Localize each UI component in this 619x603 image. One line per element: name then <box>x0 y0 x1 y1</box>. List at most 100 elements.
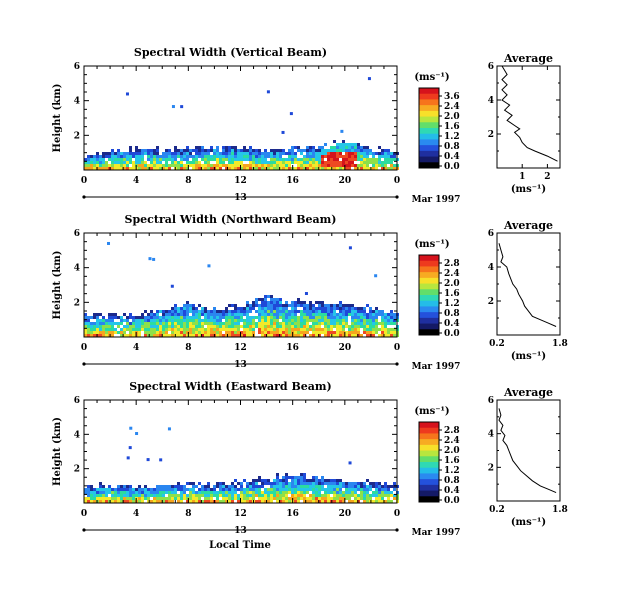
heatmap-cell <box>366 167 369 170</box>
heatmap-cell <box>135 316 138 319</box>
heatmap-cell <box>186 497 189 500</box>
heatmap-cell <box>273 313 276 316</box>
heatmap-cell <box>261 328 264 331</box>
colorbar-tick-label: 1.2 <box>444 299 460 309</box>
heatmap-cell <box>240 491 243 494</box>
heatmap-cell <box>273 301 276 304</box>
heatmap-cell <box>84 328 87 331</box>
heatmap-cell <box>354 491 357 494</box>
heatmap-cell <box>336 155 339 158</box>
heatmap-cell <box>354 334 357 337</box>
heatmap-cell <box>207 485 210 488</box>
heatmap-cell <box>393 152 396 155</box>
heatmap-cell <box>90 500 93 503</box>
heatmap-cell <box>354 158 357 161</box>
heatmap-cell <box>170 284 174 288</box>
heatmap-cell <box>243 158 246 161</box>
heatmap-cell <box>351 482 354 485</box>
heatmap-cell <box>297 301 300 304</box>
heatmap-cell <box>294 155 297 158</box>
heatmap-cell <box>201 500 204 503</box>
heatmap-cell <box>138 494 141 497</box>
heatmap-cell <box>342 334 345 337</box>
heatmap-cell <box>192 328 195 331</box>
heatmap-cell <box>378 328 381 331</box>
heatmap-cell <box>144 319 147 322</box>
heatmap-cell <box>189 334 192 337</box>
heatmap-cell <box>321 494 324 497</box>
heatmap-cell <box>183 149 186 152</box>
x-tick-label: 0 <box>394 343 400 353</box>
heatmap-cell <box>252 491 255 494</box>
heatmap-cell <box>180 325 183 328</box>
heatmap-cell <box>348 158 351 161</box>
heatmap-cell <box>162 158 165 161</box>
heatmap-cell <box>231 500 234 503</box>
heatmap-cell <box>315 497 318 500</box>
heatmap-cell <box>363 149 366 152</box>
heatmap-cell <box>342 140 345 143</box>
heatmap-cell <box>174 313 177 316</box>
heatmap-cell <box>126 322 129 325</box>
heatmap-cell <box>342 482 345 485</box>
heatmap-cell <box>147 325 150 328</box>
heatmap-cell <box>108 322 111 325</box>
heatmap-cell <box>195 310 198 313</box>
heatmap-cell <box>375 316 378 319</box>
heatmap-cell <box>225 149 228 152</box>
heatmap-cell <box>291 304 294 307</box>
heatmap-cell <box>234 158 237 161</box>
panel-title: Spectral Width (Northward Beam) <box>125 213 337 226</box>
heatmap-cell <box>351 328 354 331</box>
heatmap-cell <box>192 149 195 152</box>
heatmap-cell <box>195 325 198 328</box>
heatmap-cell <box>129 325 132 328</box>
heatmap-cell <box>393 158 396 161</box>
heatmap-cell <box>222 325 225 328</box>
heatmap-cell <box>273 331 276 334</box>
heatmap-cell <box>117 497 120 500</box>
average-x-tick-label: 1.8 <box>552 339 568 349</box>
heatmap-cell <box>336 325 339 328</box>
heatmap-cell <box>354 485 357 488</box>
heatmap-cell <box>390 500 393 503</box>
heatmap-cell <box>348 152 351 155</box>
heatmap-cell <box>237 158 240 161</box>
heatmap-cell <box>246 310 249 313</box>
colorbar-tick-label: 1.6 <box>444 289 460 299</box>
heatmap-cell <box>225 485 228 488</box>
heatmap-cell <box>309 152 312 155</box>
heatmap-cell <box>294 310 297 313</box>
heatmap-cell <box>102 500 105 503</box>
average-y-tick-label: 2 <box>488 130 494 140</box>
heatmap-cell <box>183 158 186 161</box>
heatmap-cell <box>390 158 393 161</box>
heatmap-cell <box>156 488 159 491</box>
heatmap-cell <box>324 494 327 497</box>
heatmap-cell <box>363 494 366 497</box>
heatmap-cell <box>198 334 201 337</box>
heatmap-cell <box>144 497 147 500</box>
heatmap-cell <box>195 313 198 316</box>
heatmap-cell <box>387 149 390 152</box>
heatmap-cell <box>261 164 264 167</box>
heatmap-cell <box>207 325 210 328</box>
heatmap-cell <box>228 491 231 494</box>
heatmap-cell <box>336 146 339 149</box>
average-x-tick-label: 2 <box>544 172 550 182</box>
colorbar-tick-label: 2.4 <box>444 102 460 112</box>
colorbar-segment <box>419 116 439 123</box>
heatmap-cell <box>255 167 258 170</box>
heatmap-cell <box>267 328 270 331</box>
heatmap-cell <box>243 497 246 500</box>
heatmap-cell <box>300 322 303 325</box>
heatmap-cell <box>285 164 288 167</box>
heatmap-cell <box>381 328 384 331</box>
heatmap-cell <box>312 325 315 328</box>
heatmap-cell <box>234 155 237 158</box>
heatmap-cell <box>390 322 393 325</box>
heatmap-cell <box>90 331 93 334</box>
heatmap-cell <box>141 155 144 158</box>
heatmap-cell <box>330 155 333 158</box>
heatmap-cell <box>168 500 171 503</box>
